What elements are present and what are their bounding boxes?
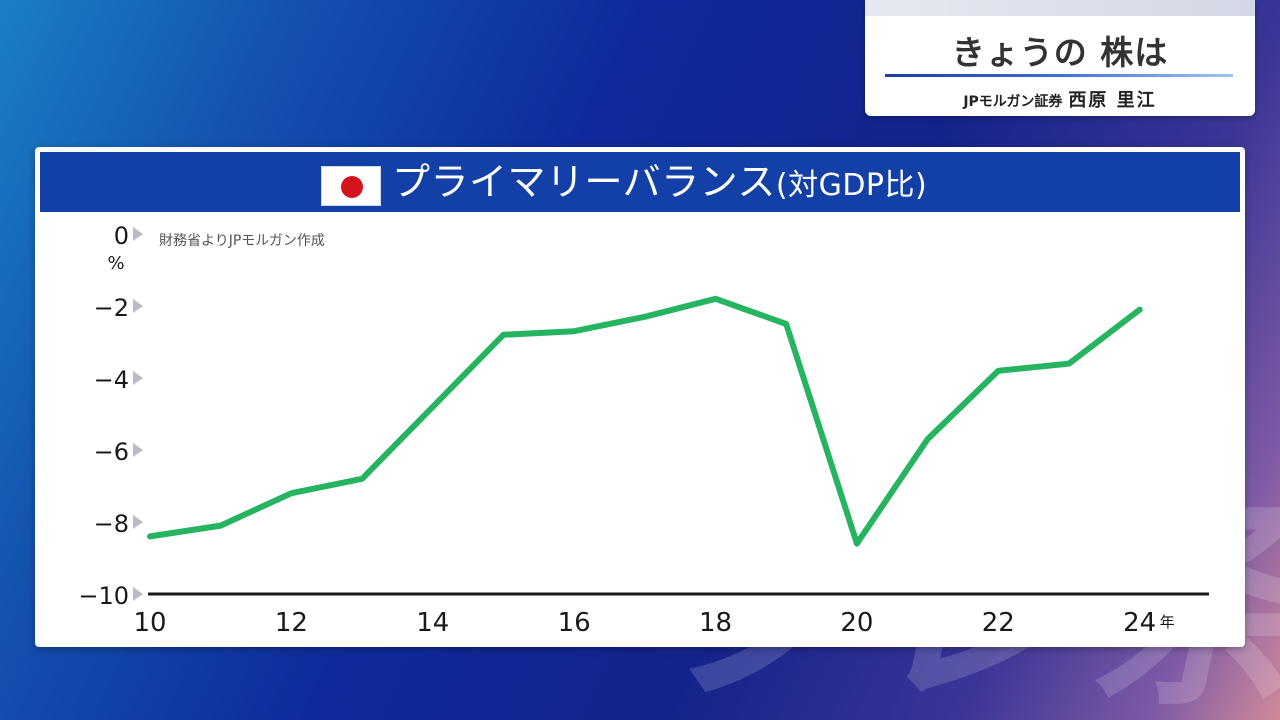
x-tick-label: 10 [133, 608, 166, 638]
speaker-organization: JPモルガン証券 [963, 94, 1063, 110]
y-tick-label: −8 [94, 510, 129, 538]
chart-title: プライマリーバランス(対GDP比) [392, 158, 927, 210]
chart-panel: プライマリーバランス(対GDP比) 0 −2 −4 −6 −8 −10 10 12 14 16 18… [35, 147, 1245, 647]
program-caption-card: きょうの 株は JPモルガン証券 西原 里江 [865, 0, 1255, 116]
y-tick-marker [133, 515, 143, 529]
x-tick-label: 16 [558, 608, 591, 638]
y-unit-label: % [107, 253, 124, 274]
y-tick-label: −2 [94, 294, 129, 322]
x-unit-label: 年 [1160, 613, 1175, 631]
y-tick-marker [133, 371, 143, 385]
y-tick-label: −10 [78, 582, 129, 610]
flag-sun [341, 176, 363, 198]
japan-flag-icon [321, 166, 381, 206]
series-layer [147, 295, 1143, 547]
y-tick-label: 0 [114, 222, 129, 250]
x-tick-label: 22 [982, 608, 1015, 638]
y-tick-label: −4 [94, 366, 129, 394]
series-line [147, 295, 1143, 547]
caption-speaker: JPモルガン証券 西原 里江 [865, 86, 1255, 112]
caption-title: きょうの 株は [951, 33, 1169, 72]
caption-top-strip [865, 0, 1255, 16]
x-tick-label: 14 [416, 608, 449, 638]
chart-title-main: プライマリーバランス [392, 160, 776, 204]
x-tick-label: 20 [840, 608, 873, 638]
caption-divider [885, 74, 1233, 77]
x-tick-label: 24 [1123, 608, 1156, 638]
y-tick-label: −6 [94, 438, 129, 466]
chart-title-suffix: (対GDP比) [775, 168, 928, 203]
chart-header: プライマリーバランス(対GDP比) [40, 152, 1240, 212]
speaker-name: 西原 里江 [1068, 90, 1157, 111]
y-tick-marker [133, 443, 143, 457]
x-tick-label: 18 [699, 608, 732, 638]
y-tick-marker [133, 299, 143, 313]
y-tick-marker [133, 587, 143, 601]
source-note: 財務省よりJPモルガン作成 [159, 233, 325, 249]
x-tick-label: 12 [275, 608, 308, 638]
y-tick-marker [133, 227, 143, 241]
